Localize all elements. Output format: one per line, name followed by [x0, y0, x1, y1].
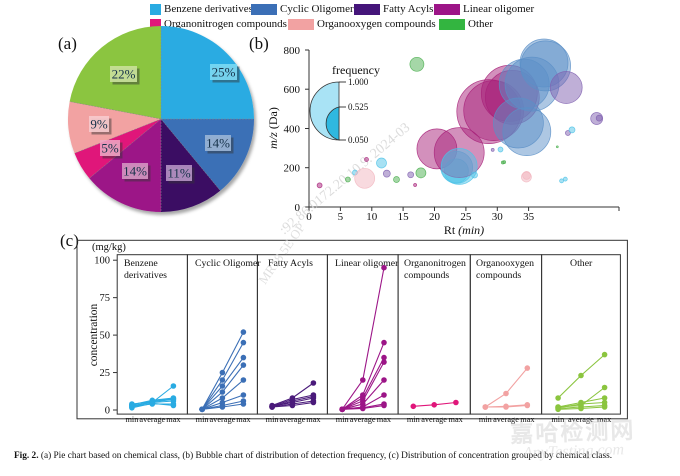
- svg-text:0: 0: [105, 406, 110, 417]
- svg-text:average: average: [421, 415, 447, 424]
- svg-text:average: average: [210, 415, 236, 424]
- svg-text:min: min: [196, 415, 210, 424]
- svg-text:compounds: compounds: [476, 270, 521, 281]
- svg-text:Organooxygen: Organooxygen: [476, 258, 534, 269]
- svg-text:Linear oligomer: Linear oligomer: [335, 258, 399, 269]
- svg-text:75: 75: [100, 293, 111, 304]
- svg-text:derivatives: derivatives: [124, 270, 167, 281]
- svg-text:50: 50: [100, 331, 111, 342]
- svg-text:max: max: [377, 415, 392, 424]
- svg-text:average: average: [280, 415, 306, 424]
- svg-text:Organonitrogen: Organonitrogen: [404, 258, 466, 269]
- svg-text:min: min: [125, 415, 139, 424]
- svg-text:min: min: [407, 415, 421, 424]
- svg-text:100: 100: [94, 256, 110, 267]
- svg-text:25: 25: [100, 368, 111, 379]
- svg-text:max: max: [449, 415, 464, 424]
- svg-text:average: average: [350, 415, 376, 424]
- svg-text:concentration: concentration: [88, 303, 100, 366]
- svg-text:(mg/kg): (mg/kg): [92, 242, 126, 253]
- svg-text:min: min: [266, 415, 280, 424]
- svg-text:Benzene: Benzene: [124, 258, 158, 269]
- svg-text:MR18 5E OP: MR18 5E OP: [255, 220, 308, 287]
- svg-text:average: average: [139, 415, 165, 424]
- svg-text:compounds: compounds: [404, 270, 449, 281]
- svg-text:min: min: [336, 415, 350, 424]
- svg-text:Cyclic Oligomer: Cyclic Oligomer: [195, 258, 261, 269]
- svg-text:Other: Other: [570, 258, 593, 269]
- svg-text:max: max: [236, 415, 251, 424]
- svg-text:max: max: [306, 415, 321, 424]
- svg-text:max: max: [166, 415, 181, 424]
